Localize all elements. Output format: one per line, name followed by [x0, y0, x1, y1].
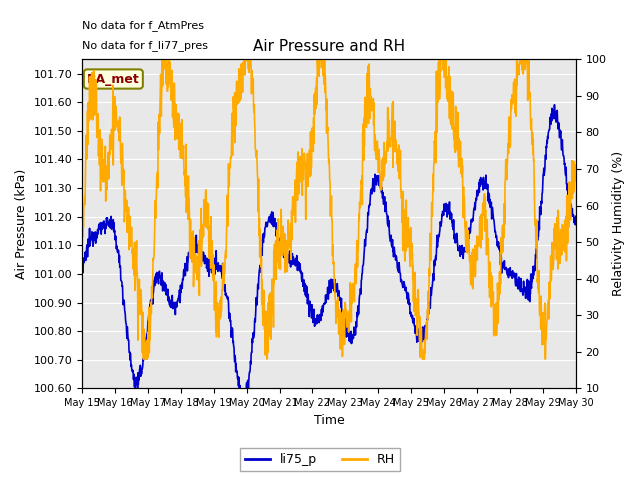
- Legend: li75_p, RH: li75_p, RH: [240, 448, 400, 471]
- Y-axis label: Relativity Humidity (%): Relativity Humidity (%): [612, 151, 625, 296]
- Text: BA_met: BA_met: [87, 72, 140, 85]
- X-axis label: Time: Time: [314, 414, 344, 427]
- Text: No data for f_li77_pres: No data for f_li77_pres: [82, 40, 208, 50]
- Title: Air Pressure and RH: Air Pressure and RH: [253, 39, 405, 54]
- Text: No data for f_AtmPres: No data for f_AtmPres: [82, 20, 204, 31]
- Y-axis label: Air Pressure (kPa): Air Pressure (kPa): [15, 168, 28, 279]
